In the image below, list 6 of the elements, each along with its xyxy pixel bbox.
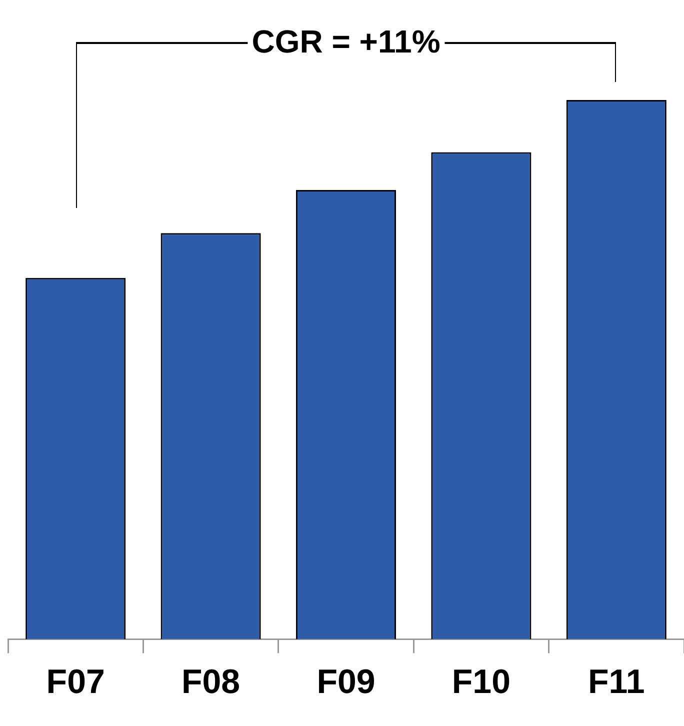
x-tick-label: F08 (182, 662, 240, 701)
x-tick-label: F07 (46, 662, 105, 701)
x-tick-label: F11 (588, 662, 645, 701)
x-tick-label: F10 (452, 662, 510, 701)
text: CGR = +11% (248, 24, 444, 60)
x-tick-label: F09 (316, 662, 376, 701)
